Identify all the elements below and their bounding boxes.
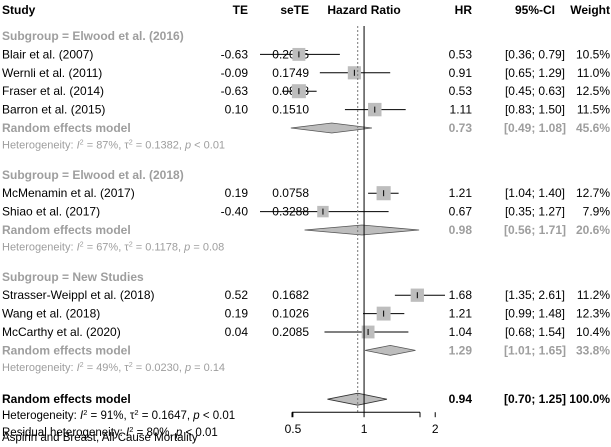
study-sete: 0.1510 xyxy=(272,103,309,117)
study-te: 0.19 xyxy=(225,307,249,321)
subgroup-summary-weight: 33.8% xyxy=(576,343,610,357)
study-sete: 0.0758 xyxy=(272,186,309,200)
subgroup-summary-hr: 0.98 xyxy=(449,223,473,237)
study-name: Blair et al. (2007) xyxy=(2,47,93,61)
study-name: Fraser et al. (2014) xyxy=(2,84,104,98)
study-weight: 7.9% xyxy=(583,205,611,219)
study-name: Strasser-Weippl et al. (2018) xyxy=(2,288,155,302)
study-ci: [0.35; 1.27] xyxy=(505,205,565,219)
subgroup-summary-ci: [0.56; 1.71] xyxy=(504,223,566,237)
study-hr: 1.68 xyxy=(449,288,473,302)
subgroup-diamond xyxy=(290,122,373,134)
study-hr: 1.21 xyxy=(449,307,473,321)
study-te: -0.09 xyxy=(221,66,249,80)
study-te: -0.63 xyxy=(221,47,249,61)
study-ci: [0.68; 1.54] xyxy=(505,325,565,339)
header-ci: 95%-CI xyxy=(515,3,555,17)
study-name: Shiao et al. (2017) xyxy=(2,205,100,219)
subgroup-diamond xyxy=(304,224,420,236)
study-name: Wernli et al. (2011) xyxy=(2,66,102,80)
study-te: 0.04 xyxy=(225,325,249,339)
study-weight: 12.3% xyxy=(576,307,610,321)
subgroup-summary-label: Random effects model xyxy=(2,343,131,357)
chart-caption: Aspirin and Breast, All Cause Mortality xyxy=(2,432,198,444)
study-te: -0.63 xyxy=(221,84,249,98)
study-te: 0.10 xyxy=(225,103,249,117)
study-weight: 11.0% xyxy=(577,66,610,80)
subgroup-summary-weight: 20.6% xyxy=(576,223,610,237)
study-hr: 0.53 xyxy=(449,47,473,61)
x-axis-tick-label: 1 xyxy=(361,422,368,436)
study-name: McCarthy et al. (2020) xyxy=(2,325,121,339)
subgroup-summary-hr: 0.73 xyxy=(449,121,473,135)
subgroup-heterogeneity: Heterogeneity: I2 = 49%, τ2 = 0.0230, p … xyxy=(2,361,225,374)
study-name: McMenamin et al. (2017) xyxy=(2,186,135,200)
study-ci: [1.35; 2.61] xyxy=(505,288,565,302)
subgroup-summary-label: Random effects model xyxy=(2,223,131,237)
header-hazard-ratio: Hazard Ratio xyxy=(327,3,400,17)
study-sete: 0.2085 xyxy=(272,325,309,339)
subgroup-diamond xyxy=(365,344,416,356)
overall-summary-weight: 100.0% xyxy=(569,392,610,406)
study-ci: [0.36; 0.79] xyxy=(505,47,565,61)
overall-diamond xyxy=(327,392,388,406)
overall-summary-label: Random effects model xyxy=(2,392,131,406)
overall-heterogeneity: Heterogeneity: I2 = 91%, τ2 = 0.1647, p … xyxy=(2,408,235,423)
subgroup-summary-hr: 1.29 xyxy=(449,343,473,357)
study-weight: 11.5% xyxy=(577,103,610,117)
header-hr: HR xyxy=(455,3,473,17)
subgroup-summary-ci: [0.49; 1.08] xyxy=(504,121,566,135)
study-name: Barron et al. (2015) xyxy=(2,103,105,117)
study-ci: [0.45; 0.63] xyxy=(505,84,565,98)
subgroup-summary-ci: [1.01; 1.65] xyxy=(504,343,566,357)
subgroup-label: Subgroup = New Studies xyxy=(2,270,144,284)
study-weight: 11.2% xyxy=(577,288,610,302)
x-axis-tick-label: 0.5 xyxy=(285,422,302,436)
study-ci: [0.65; 1.29] xyxy=(505,66,565,80)
residual-heterogeneity: Residual heterogeneity: I2 = 80%, p < 0.… xyxy=(2,425,218,440)
subgroup-summary-weight: 45.6% xyxy=(576,121,610,135)
study-weight: 12.7% xyxy=(576,186,610,200)
header-weight: Weight xyxy=(570,3,610,17)
study-te: 0.19 xyxy=(225,186,249,200)
x-axis-tick-label: 2 xyxy=(432,422,439,436)
study-sete: 0.1749 xyxy=(272,66,309,80)
study-hr: 1.04 xyxy=(449,325,473,339)
overall-summary-ci: [0.70; 1.25] xyxy=(504,392,566,406)
study-hr: 0.91 xyxy=(449,66,473,80)
study-hr: 1.21 xyxy=(449,186,473,200)
study-te: -0.40 xyxy=(221,205,249,219)
overall-summary-hr: 0.94 xyxy=(449,392,473,406)
header-te: TE xyxy=(233,3,248,17)
subgroup-heterogeneity: Heterogeneity: I2 = 87%, τ2 = 0.1382, p … xyxy=(2,138,225,151)
study-ci: [1.04; 1.40] xyxy=(505,186,565,200)
study-hr: 0.53 xyxy=(449,84,473,98)
study-sete: 0.1026 xyxy=(272,307,309,321)
subgroup-heterogeneity: Heterogeneity: I2 = 67%, τ2 = 0.1178, p … xyxy=(2,240,224,253)
subgroup-label: Subgroup = Elwood et al. (2018) xyxy=(2,168,184,182)
study-ci: [0.83; 1.50] xyxy=(505,103,565,117)
study-te: 0.52 xyxy=(225,288,249,302)
study-weight: 10.5% xyxy=(576,47,610,61)
study-weight: 10.4% xyxy=(576,325,610,339)
study-hr: 1.11 xyxy=(450,103,473,117)
study-weight: 12.5% xyxy=(576,84,610,98)
subgroup-label: Subgroup = Elwood et al. (2016) xyxy=(2,29,184,43)
study-name: Wang et al. (2018) xyxy=(2,307,100,321)
subgroup-summary-label: Random effects model xyxy=(2,121,131,135)
study-ci: [0.99; 1.48] xyxy=(505,307,565,321)
header-sete: seTE xyxy=(280,3,309,17)
header-study: Study xyxy=(2,3,36,17)
study-hr: 0.67 xyxy=(449,205,473,219)
study-sete: 0.1682 xyxy=(272,288,309,302)
